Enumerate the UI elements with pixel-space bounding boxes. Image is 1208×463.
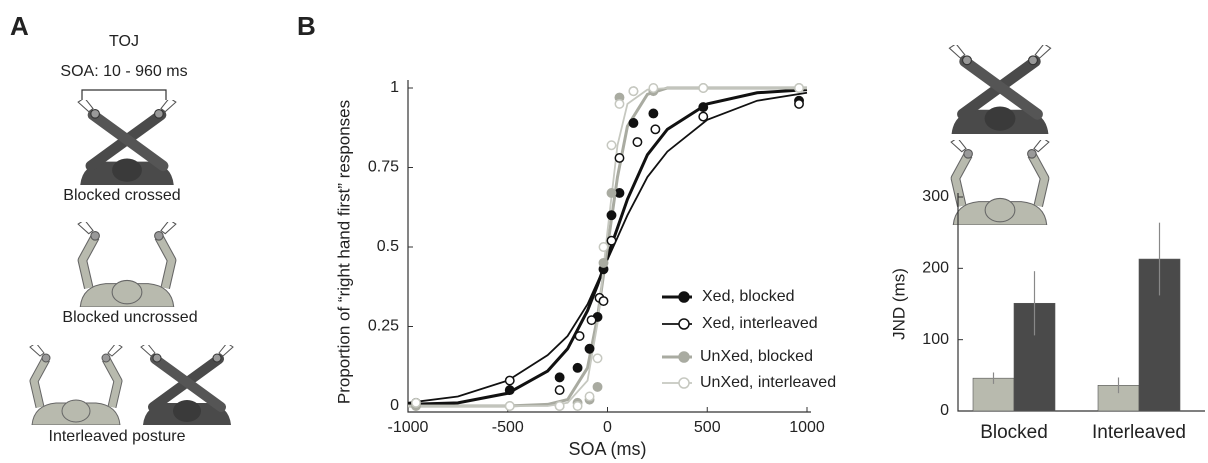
data-point <box>698 111 709 122</box>
data-point <box>628 86 639 97</box>
condition-label: Interleaved posture <box>49 428 186 445</box>
x-tick-label: -500 <box>492 419 524 436</box>
crossed-icon <box>949 44 1050 134</box>
uncrossed-icon <box>30 343 122 425</box>
data-point <box>648 83 659 93</box>
legend-marker <box>678 318 690 330</box>
data-point <box>554 385 565 396</box>
data-point <box>411 397 421 408</box>
x-tick-label: 1000 <box>789 419 825 436</box>
data-point <box>628 118 639 128</box>
x-tick-label: 0 <box>603 419 612 436</box>
y-tick-label: 0.25 <box>368 318 399 335</box>
x-tick-label: Interleaved <box>1092 422 1186 443</box>
x-tick-label: 500 <box>694 419 721 436</box>
y-tick-label: 0 <box>390 397 399 414</box>
data-point <box>598 257 609 268</box>
bracket <box>81 89 167 100</box>
data-point <box>504 401 515 411</box>
data-point <box>586 315 597 326</box>
crossed-icon <box>78 98 176 185</box>
data-point <box>554 401 565 411</box>
uncrossed-icon <box>78 220 176 307</box>
data-point <box>504 385 515 396</box>
data-point <box>632 137 643 148</box>
panel-label: A <box>10 11 29 41</box>
data-point <box>606 187 617 198</box>
y-axis-label: JND (ms) <box>889 268 908 340</box>
data-point <box>698 83 709 93</box>
crossed-icon <box>141 343 233 425</box>
legend-label: UnXed, blocked <box>700 348 813 365</box>
y-tick-label: 300 <box>922 188 949 205</box>
legend-label: Xed, blocked <box>702 288 795 305</box>
y-tick-label: 0.75 <box>368 159 399 176</box>
legend-label: Xed, interleaved <box>702 315 818 332</box>
soa-range: SOA: 10 - 960 ms <box>60 63 187 80</box>
data-point <box>698 102 709 113</box>
data-point <box>648 108 659 119</box>
data-point <box>614 153 625 163</box>
condition-label: Blocked uncrossed <box>62 309 197 326</box>
data-point <box>584 343 595 354</box>
y-tick-label: 100 <box>922 331 949 348</box>
data-point <box>598 296 609 307</box>
y-tick-label: 0.5 <box>377 238 399 255</box>
fit-curve <box>408 87 807 407</box>
data-point <box>572 401 583 411</box>
y-tick-label: 1 <box>390 79 399 96</box>
data-point <box>592 381 603 392</box>
x-tick-label: -1000 <box>388 419 429 436</box>
x-axis-label: SOA (ms) <box>568 439 646 459</box>
data-point <box>606 140 617 151</box>
data-point <box>598 242 609 252</box>
data-point <box>794 98 804 109</box>
data-point <box>504 375 515 386</box>
data-point <box>650 124 661 135</box>
legend-marker <box>678 377 690 389</box>
panel-title: TOJ <box>109 33 139 50</box>
y-tick-label: 200 <box>922 260 949 277</box>
data-point <box>572 362 583 373</box>
data-point <box>614 187 625 198</box>
legend-marker <box>678 291 690 303</box>
data-point <box>606 210 617 221</box>
data-point <box>592 353 603 364</box>
data-point <box>794 83 804 93</box>
legend-label: UnXed, interleaved <box>700 374 836 391</box>
y-tick-label: 0 <box>940 402 949 419</box>
fit-curve <box>407 91 808 404</box>
y-axis-label: Proportion of “right hand first” respons… <box>334 100 353 404</box>
data-point <box>606 235 617 246</box>
condition-label: Blocked crossed <box>63 187 180 204</box>
data-point <box>554 372 565 383</box>
data-point <box>614 98 625 109</box>
panel-label: B <box>297 11 316 41</box>
x-tick-label: Blocked <box>980 422 1048 443</box>
data-point <box>584 391 595 402</box>
legend-marker <box>678 351 690 363</box>
uncrossed-icon <box>951 138 1049 225</box>
data-point <box>574 331 585 341</box>
